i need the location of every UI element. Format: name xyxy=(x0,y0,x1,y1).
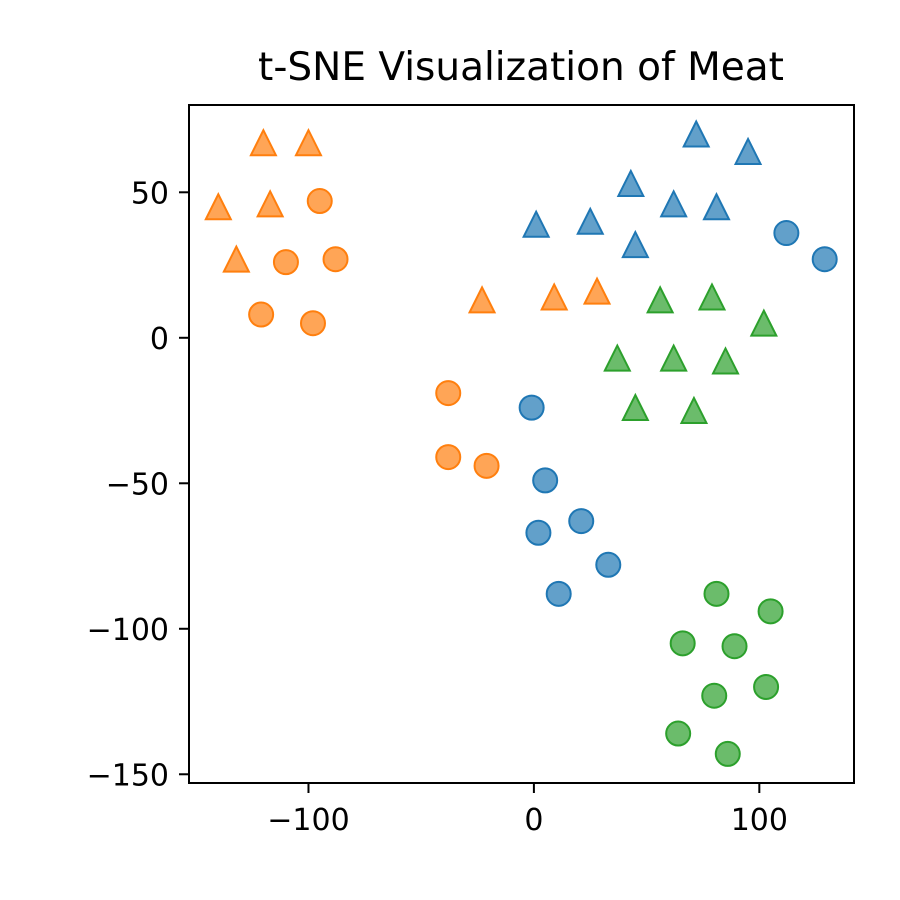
y-axis: 50 0 −50 −100 −150 xyxy=(87,176,189,793)
x-axis: −100 0 100 xyxy=(267,783,788,838)
triangle-point xyxy=(679,395,709,424)
circle-point xyxy=(299,310,326,337)
x-tick-label: 0 xyxy=(524,803,543,838)
y-tick-label: −50 xyxy=(106,467,169,502)
circle-point xyxy=(525,519,552,546)
circle-point xyxy=(568,508,595,535)
circle-point xyxy=(753,673,780,700)
circle-point xyxy=(322,246,349,273)
circle-point xyxy=(545,580,572,607)
circle-point xyxy=(773,220,800,247)
triangle-point xyxy=(711,346,740,375)
triangle-point xyxy=(621,392,650,422)
triangle-point xyxy=(621,229,650,259)
circle-point xyxy=(532,467,559,494)
circle-point xyxy=(811,246,838,273)
triangle-point xyxy=(249,128,278,157)
triangle-point xyxy=(204,192,233,221)
triangle-point xyxy=(697,282,727,311)
triangle-point xyxy=(659,343,688,372)
circle-point xyxy=(669,630,696,657)
circle-point xyxy=(248,301,275,328)
circle-point xyxy=(435,444,462,471)
x-tick-label: 100 xyxy=(731,803,788,838)
circle-point xyxy=(701,682,728,709)
y-tick-label: 0 xyxy=(150,322,169,357)
triangle-point xyxy=(540,282,569,311)
plot-frame xyxy=(188,104,855,784)
triangle-point xyxy=(682,119,711,148)
circle-point xyxy=(721,633,748,660)
circle-point xyxy=(757,598,784,625)
circle-point xyxy=(306,188,333,215)
triangle-point xyxy=(603,343,632,372)
points-layer xyxy=(204,119,838,767)
triangle-point xyxy=(294,128,323,157)
triangle-point xyxy=(616,168,645,197)
chart-title: t-SNE Visualization of Meat xyxy=(258,45,784,90)
y-tick-label: −100 xyxy=(87,613,169,648)
triangle-point xyxy=(659,189,688,218)
circle-point xyxy=(665,720,692,747)
circle-point xyxy=(703,580,730,607)
triangle-point xyxy=(749,308,778,337)
triangle-point xyxy=(256,189,285,218)
circle-point xyxy=(272,249,299,276)
triangle-point xyxy=(646,285,675,314)
y-tick-label: −150 xyxy=(87,758,169,793)
triangle-point xyxy=(222,244,251,273)
y-tick-label: 50 xyxy=(131,176,169,211)
circle-point xyxy=(435,380,462,407)
triangle-point xyxy=(467,285,497,314)
triangle-point xyxy=(733,136,763,165)
circle-point xyxy=(473,452,500,479)
x-tick-label: −100 xyxy=(267,803,349,838)
triangle-point xyxy=(582,276,612,305)
triangle-point xyxy=(522,209,551,238)
circle-point xyxy=(595,551,622,578)
triangle-point xyxy=(576,206,605,235)
circle-point xyxy=(518,394,545,421)
circle-point xyxy=(714,740,741,767)
triangle-point xyxy=(702,192,731,221)
